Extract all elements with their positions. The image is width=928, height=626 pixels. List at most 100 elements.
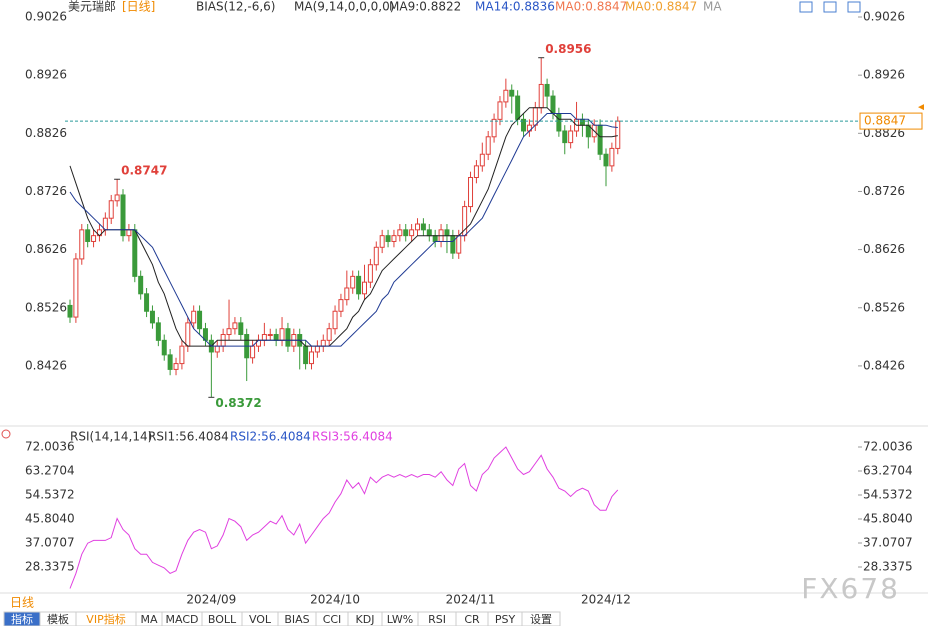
- period-selector[interactable]: 日线: [10, 596, 34, 610]
- toolbar-tab-label[interactable]: VOL: [249, 613, 272, 626]
- candle-body: [73, 258, 79, 318]
- rsi-title: RSI(14,14,14): [70, 430, 152, 444]
- last-price-label: 0.8847: [864, 114, 906, 128]
- candle-body: [114, 194, 120, 202]
- toolbar-tab-label[interactable]: CCI: [323, 613, 342, 626]
- candle-body: [544, 83, 550, 97]
- indicator-label: BIAS(12,-6,6): [196, 0, 275, 14]
- legend-entry: MA0:0.8847: [555, 0, 627, 14]
- candle-body: [144, 293, 150, 312]
- candle-body: [261, 334, 267, 341]
- window-icon[interactable]: [823, 1, 837, 13]
- candle-body: [285, 328, 291, 347]
- candle-body: [197, 310, 203, 330]
- x-tick-label: 2024/09: [186, 593, 236, 607]
- candle-body: [444, 229, 450, 237]
- toolbar-tab-label[interactable]: KDJ: [356, 613, 375, 626]
- y-tick-label: 0.8426: [25, 358, 67, 372]
- y-tick-label: 72.0036: [863, 440, 913, 454]
- candle-body: [138, 275, 144, 295]
- annotation: 0.8372: [215, 396, 261, 410]
- candle-body: [173, 363, 179, 370]
- toolbar-tab[interactable]: [521, 611, 561, 626]
- candle-body: [615, 120, 621, 149]
- candle-body: [515, 95, 521, 120]
- legend-entry: RSI1:56.4084: [148, 430, 229, 444]
- candle-body: [603, 153, 609, 167]
- y-tick-label: 63.2704: [863, 464, 913, 478]
- y-tick-label: 37.0707: [863, 536, 913, 550]
- candle-body: [579, 118, 585, 126]
- last-price-arrow: [918, 104, 924, 111]
- annotation: 0.8956: [545, 42, 591, 56]
- y-tick-label: 54.5372: [25, 488, 75, 502]
- candle-body: [267, 334, 273, 337]
- candle-body: [350, 275, 356, 289]
- candle-body: [473, 165, 479, 179]
- y-tick-label: 45.8040: [25, 512, 75, 526]
- y-tick-label: 54.5372: [863, 488, 913, 502]
- toolbar-tab-label[interactable]: VIP指标: [86, 612, 125, 626]
- candle-body: [373, 246, 379, 266]
- toolbar-tab-label[interactable]: PSY: [495, 613, 516, 626]
- toolbar-tab-label[interactable]: MACD: [166, 613, 199, 626]
- toolbar-tab-label[interactable]: BIAS: [284, 613, 309, 626]
- candle-body: [67, 304, 73, 318]
- toolbar-tab-label[interactable]: 设置: [530, 613, 552, 626]
- candle-body: [497, 101, 503, 120]
- candle-body: [397, 229, 403, 237]
- y-tick-label: 63.2704: [25, 464, 75, 478]
- candle-body: [332, 310, 338, 330]
- legend-entry: MA9:0.8822: [389, 0, 461, 14]
- y-tick-label: 45.8040: [863, 512, 913, 526]
- y-tick-label: 0.8726: [25, 184, 67, 198]
- toolbar-tab-label[interactable]: CR: [464, 613, 480, 626]
- candle-body: [344, 287, 350, 301]
- candle-body: [562, 130, 568, 144]
- candle-body: [403, 229, 409, 237]
- candle-body: [456, 235, 462, 254]
- legend-entry: RSI2:56.4084: [230, 430, 311, 444]
- candle-body: [609, 147, 615, 167]
- candle-body: [532, 107, 538, 126]
- toolbar-tab-label[interactable]: MA: [140, 613, 157, 626]
- candle-body: [568, 130, 574, 144]
- legend-entry: MA: [703, 0, 722, 14]
- candle-body: [279, 328, 285, 341]
- legend-entry: RSI3:56.4084: [312, 430, 393, 444]
- candle-body: [191, 310, 197, 324]
- candle-body: [479, 153, 485, 167]
- candle-body: [273, 334, 279, 341]
- series-line: [69, 446, 619, 589]
- candle-body: [450, 235, 456, 254]
- candle-body: [409, 229, 415, 237]
- y-tick-label: 0.8626: [863, 242, 905, 256]
- candle-body: [91, 235, 97, 242]
- candle-body: [391, 235, 397, 242]
- toolbar-tab-label[interactable]: 指标: [11, 612, 33, 626]
- window-icon[interactable]: [847, 1, 861, 13]
- candle-body: [550, 95, 556, 115]
- x-tick-label: 2024/11: [446, 593, 496, 607]
- y-tick-label: 28.3375: [863, 560, 913, 574]
- toolbar-tab-label[interactable]: 模板: [47, 612, 69, 626]
- y-tick-label: 0.8526: [863, 300, 905, 314]
- y-tick-label: 0.9026: [863, 10, 905, 24]
- candle-body: [232, 322, 238, 330]
- candle-body: [415, 223, 421, 231]
- period-label: [日线]: [122, 0, 155, 14]
- toolbar-tab-label[interactable]: RSI: [428, 613, 446, 626]
- x-tick-label: 2024/12: [581, 593, 631, 607]
- window-icon[interactable]: [799, 1, 813, 13]
- toolbar-tab-label[interactable]: BOLL: [208, 613, 237, 626]
- y-tick-label: 0.8426: [863, 358, 905, 372]
- candle-body: [303, 345, 309, 365]
- candle-body: [185, 322, 191, 347]
- legend-entry: MA14:0.8836: [475, 0, 555, 14]
- y-tick-label: 0.8826: [25, 126, 67, 140]
- toolbar-tab-label[interactable]: LW%: [387, 613, 413, 626]
- candle-body: [149, 310, 155, 324]
- settings-icon[interactable]: [1, 429, 11, 439]
- candle-body: [379, 235, 385, 248]
